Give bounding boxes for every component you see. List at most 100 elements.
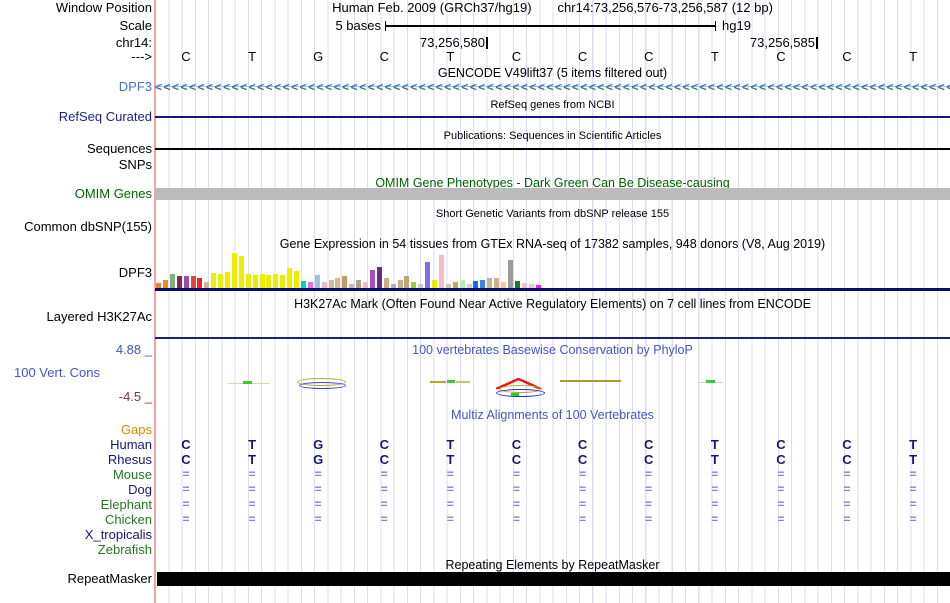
conservation-mark[interactable] — [447, 380, 455, 383]
multiz-row-x_tropicalis[interactable]: X_tropicalis — [0, 527, 950, 542]
gtex-tissue-bar[interactable] — [404, 276, 410, 288]
sequences-line[interactable] — [155, 148, 950, 150]
gtex-tissue-bar[interactable] — [425, 262, 431, 288]
species-label-gaps[interactable]: Gaps — [120, 422, 152, 437]
gtex-tissue-bar[interactable] — [321, 282, 327, 288]
species-label-dog[interactable]: Dog — [128, 482, 152, 497]
gencode-strand-chevrons[interactable]: <<<<<<<<<<<<<<<<<<<<<<<<<<<<<<<<<<<<<<<<… — [155, 80, 950, 94]
species-label-x_tropicalis[interactable]: X_tropicalis — [84, 527, 152, 542]
species-label-mouse[interactable]: Mouse — [112, 467, 152, 482]
h3k27ac-baseline[interactable] — [155, 337, 950, 339]
gtex-tissue-bar[interactable] — [466, 284, 472, 288]
gtex-tissue-bar[interactable] — [287, 268, 293, 288]
gtex-tissue-bar[interactable] — [535, 285, 541, 288]
gtex-tissue-bar[interactable] — [211, 273, 217, 288]
gtex-tissue-bar[interactable] — [452, 282, 458, 288]
gtex-tissue-bar[interactable] — [300, 281, 306, 288]
conservation-mark[interactable] — [560, 380, 621, 382]
gtex-tissue-bar[interactable] — [156, 283, 161, 288]
conservation-mark[interactable] — [430, 381, 446, 383]
h3k27ac-track-title[interactable]: H3K27Ac Mark (Often Found Near Active Re… — [294, 297, 811, 311]
gtex-tissue-bar[interactable] — [363, 282, 368, 288]
gtex-tissue-bar[interactable] — [314, 275, 320, 288]
multiz-track-title[interactable]: Multiz Alignments of 100 Vertebrates — [451, 408, 654, 422]
omim-genes-bar[interactable] — [155, 188, 950, 200]
multiz-row-rhesus[interactable]: Rhesus C T G C T C C C T C C T — [0, 452, 950, 467]
gtex-tissue-bar[interactable] — [521, 283, 527, 288]
gtex-tissue-bar[interactable] — [280, 275, 286, 288]
gencode-intron-line[interactable] — [155, 86, 950, 87]
dbsnp-track-title[interactable]: Short Genetic Variants from dbSNP releas… — [435, 208, 670, 220]
phylop-track-label[interactable]: 100 Vert. Cons — [14, 365, 100, 380]
conservation-mark[interactable] — [243, 381, 252, 384]
sequences-track-label[interactable]: Sequences — [86, 141, 152, 156]
publications-track-title[interactable]: Publications: Sequences in Scientific Ar… — [443, 130, 662, 142]
species-label-zebrafish[interactable]: Zebrafish — [97, 542, 152, 557]
gtex-tissue-bar[interactable] — [169, 274, 175, 288]
gtex-gene-label[interactable]: DPF3 — [118, 265, 152, 280]
conservation-ellipse[interactable] — [496, 389, 545, 397]
gtex-tissue-bar[interactable] — [501, 282, 506, 288]
omim-track-label[interactable]: OMIM Genes — [74, 186, 152, 201]
conservation-mark[interactable] — [511, 393, 519, 396]
gtex-tissue-bar[interactable] — [252, 275, 258, 288]
gtex-tissue-bar[interactable] — [231, 253, 237, 288]
gtex-tissue-bar[interactable] — [487, 278, 493, 288]
gtex-tissue-bar[interactable] — [411, 282, 417, 288]
conservation-mark[interactable] — [706, 380, 715, 383]
gtex-tissue-bar[interactable] — [183, 276, 189, 288]
conservation-mark[interactable] — [456, 381, 470, 383]
gtex-tissue-bar[interactable] — [335, 278, 341, 288]
refseq-track-label[interactable]: RefSeq Curated — [58, 109, 152, 124]
multiz-row-elephant[interactable]: Elephant = = = = = = = = = = = = — [0, 497, 950, 512]
gtex-tissue-bar[interactable] — [383, 278, 389, 288]
species-label-rhesus[interactable]: Rhesus — [107, 452, 152, 467]
gtex-tissue-bar[interactable] — [259, 274, 265, 288]
gtex-tissue-bar[interactable] — [225, 272, 230, 288]
multiz-row-mouse[interactable]: Mouse = = = = = = = = = = = = — [0, 467, 950, 482]
gtex-tissue-bar[interactable] — [494, 278, 500, 288]
gtex-tissue-bar[interactable] — [390, 284, 396, 288]
gtex-tissue-bar[interactable] — [473, 281, 479, 288]
gtex-tissue-bar[interactable] — [507, 260, 513, 288]
gencode-gene-label[interactable]: DPF3 — [118, 79, 152, 94]
gtex-tissue-bar[interactable] — [218, 274, 224, 288]
omim-track-title[interactable]: OMIM Gene Phenotypes - Dark Green Can Be… — [375, 176, 730, 190]
gtex-tissue-bar[interactable] — [418, 284, 424, 288]
gtex-tissue-bar[interactable] — [204, 282, 210, 288]
phylop-track-title[interactable]: 100 vertebrates Basewise Conservation by… — [412, 343, 693, 357]
gtex-tissue-bar[interactable] — [432, 280, 437, 288]
multiz-row-dog[interactable]: Dog = = = = = = = = = = = = — [0, 482, 950, 497]
gtex-tissue-bar[interactable] — [307, 282, 313, 288]
dbsnp-track-label[interactable]: Common dbSNP(155) — [24, 219, 152, 234]
gtex-tissue-bar[interactable] — [238, 256, 244, 288]
species-label-human[interactable]: Human — [110, 437, 152, 452]
gtex-tissue-bar[interactable] — [480, 280, 486, 288]
gtex-tissue-bar[interactable] — [528, 284, 534, 288]
repeatmasker-track-title[interactable]: Repeating Elements by RepeatMasker — [445, 558, 660, 572]
gtex-tissue-bar[interactable] — [294, 271, 299, 288]
refseq-gene-line[interactable] — [155, 116, 950, 118]
gtex-tissue-bar[interactable] — [342, 276, 348, 288]
gtex-tissue-bar[interactable] — [445, 284, 451, 288]
h3k27ac-track-label[interactable]: Layered H3K27Ac — [46, 309, 152, 324]
gtex-tissue-bar[interactable] — [369, 270, 375, 288]
gtex-tissue-bar[interactable] — [162, 280, 168, 288]
gtex-tissue-bar[interactable] — [245, 274, 251, 288]
gtex-tissue-bar[interactable] — [438, 255, 444, 288]
multiz-row-human[interactable]: Human C T G C T C C C T C C T — [0, 437, 950, 452]
gtex-tissue-bar[interactable] — [356, 280, 362, 288]
gtex-tissue-bar[interactable] — [176, 276, 182, 288]
gtex-tissue-bar[interactable] — [197, 278, 203, 288]
multiz-row-chicken[interactable]: Chicken = = = = = = = = = = = = — [0, 512, 950, 527]
snps-track-label[interactable]: SNPs — [118, 157, 152, 172]
repeatmasker-element-bar[interactable] — [157, 572, 950, 586]
conservation-ellipse[interactable] — [299, 382, 346, 389]
multiz-row-gaps[interactable]: Gaps — [0, 422, 950, 437]
gtex-tissue-bar[interactable] — [349, 284, 355, 288]
gtex-tissue-bar[interactable] — [459, 280, 465, 288]
gtex-tissue-bar[interactable] — [514, 281, 520, 288]
gtex-tissue-bar[interactable] — [273, 274, 279, 288]
gencode-track-title[interactable]: GENCODE V49lift37 (5 items filtered out) — [437, 66, 668, 80]
gtex-tissue-bar[interactable] — [190, 276, 196, 288]
